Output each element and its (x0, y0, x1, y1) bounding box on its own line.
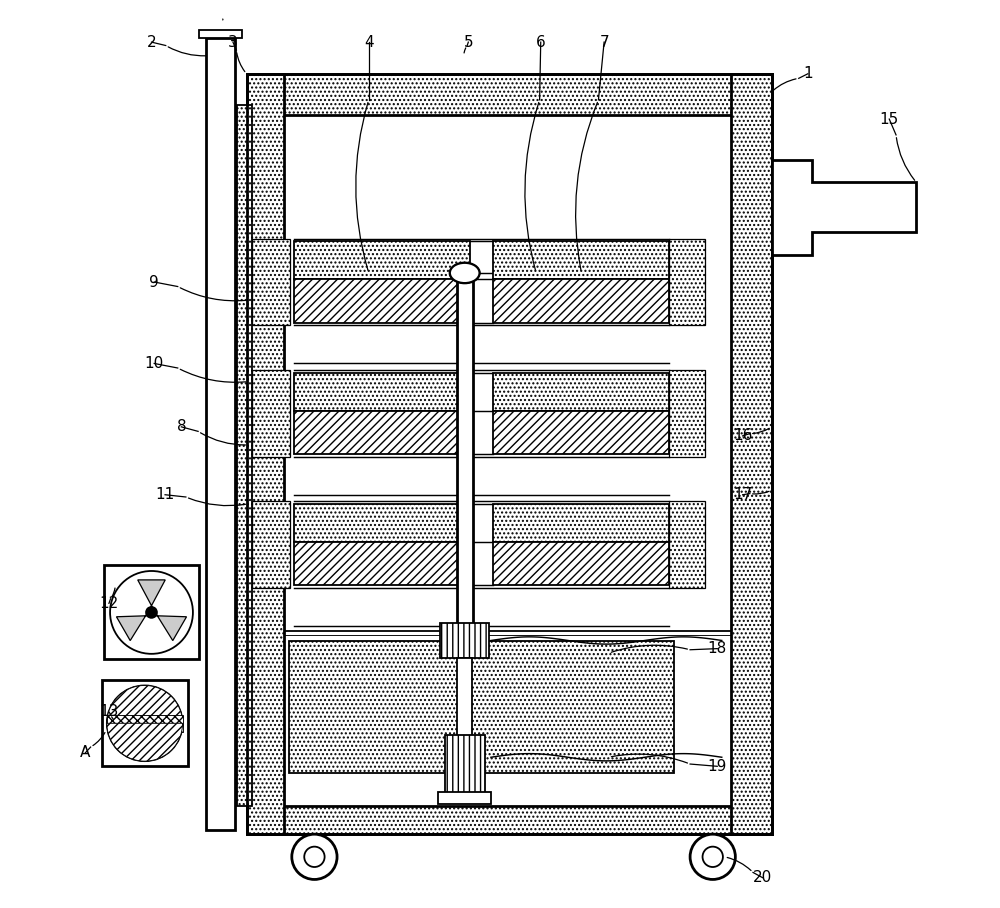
Bar (440, 623, 489, 657)
Text: 15: 15 (880, 112, 899, 126)
Circle shape (690, 834, 735, 880)
Bar (237, 105, 252, 805)
Bar (294, 242, 470, 280)
Bar (294, 410, 470, 454)
Text: 4: 4 (364, 35, 374, 50)
Ellipse shape (450, 263, 479, 283)
Bar (206, 37, 235, 830)
Bar (493, 280, 669, 322)
Bar (294, 372, 470, 410)
Text: 9: 9 (149, 274, 159, 290)
Text: A: A (80, 745, 91, 760)
Bar (247, 805, 772, 834)
Polygon shape (150, 609, 187, 640)
Bar (252, 501, 290, 588)
Text: 11: 11 (155, 488, 175, 502)
Text: 5: 5 (464, 35, 473, 50)
Bar (731, 74, 772, 834)
Text: 3: 3 (228, 35, 238, 50)
Bar (102, 680, 188, 766)
Text: 1: 1 (803, 66, 813, 82)
Text: 10: 10 (145, 356, 164, 371)
Bar (294, 504, 470, 542)
Polygon shape (107, 686, 183, 724)
Polygon shape (116, 609, 153, 640)
Text: 8: 8 (177, 419, 186, 434)
Bar (247, 74, 772, 834)
Text: 18: 18 (708, 641, 727, 656)
Text: 19: 19 (708, 759, 727, 774)
Circle shape (292, 834, 337, 880)
Polygon shape (772, 160, 916, 255)
Ellipse shape (450, 263, 479, 283)
Bar (199, 30, 242, 37)
Bar (247, 74, 284, 834)
Bar (457, 657, 472, 739)
Circle shape (110, 571, 193, 654)
Bar (493, 242, 669, 280)
Bar (294, 280, 470, 322)
Text: 13: 13 (99, 705, 119, 719)
Bar (438, 792, 491, 804)
Circle shape (304, 846, 325, 867)
Bar (493, 504, 669, 542)
Text: 17: 17 (733, 488, 752, 502)
Bar (445, 735, 485, 794)
Polygon shape (138, 580, 165, 612)
Bar (252, 370, 290, 457)
Bar (104, 566, 199, 659)
Circle shape (145, 606, 158, 618)
Bar (289, 641, 674, 773)
Bar (252, 239, 290, 325)
Text: 6: 6 (536, 35, 546, 50)
Bar (493, 372, 669, 410)
Bar (107, 715, 183, 732)
Text: 7: 7 (599, 35, 609, 50)
Text: 12: 12 (99, 596, 119, 611)
Bar (669, 501, 705, 588)
Bar (669, 239, 705, 325)
Circle shape (703, 846, 723, 867)
Bar (493, 542, 669, 586)
Bar (669, 370, 705, 457)
Bar (457, 273, 473, 648)
Circle shape (107, 686, 183, 761)
Text: 2: 2 (147, 35, 156, 50)
Bar (493, 410, 669, 454)
Polygon shape (107, 724, 183, 761)
Bar (247, 74, 772, 114)
Text: 16: 16 (733, 429, 752, 443)
Text: 20: 20 (753, 870, 772, 885)
Bar (294, 542, 470, 586)
